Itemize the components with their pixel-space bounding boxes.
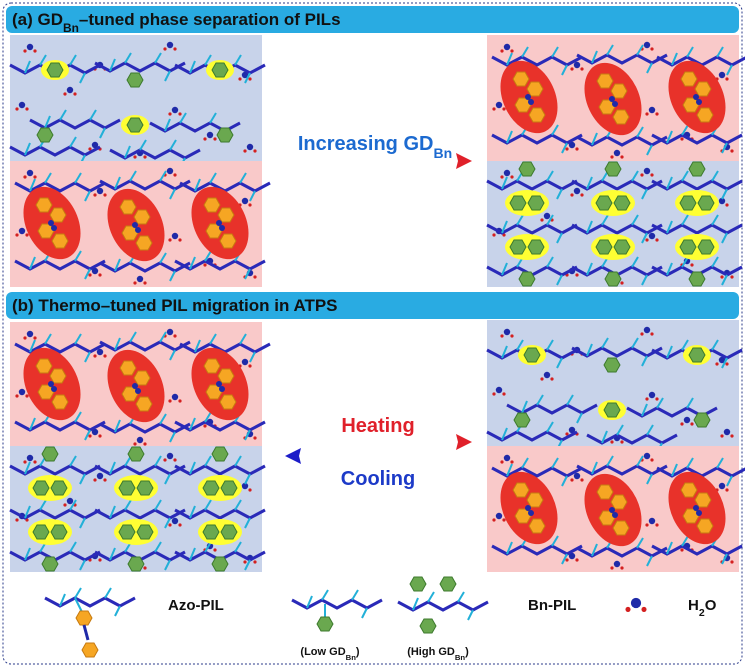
arrow-label: Increasing GDBn [298,133,452,161]
label-sub: Bn [455,653,466,662]
high-bn-phase [10,446,265,572]
azo-pil-icon [43,586,137,658]
azo-phase [10,322,270,448]
label-text: Increasing GD [298,133,434,155]
label-sub: 2 [699,607,705,619]
azo-phase [487,35,745,161]
legend-low: (Low GDBn) [300,646,359,662]
legend-high: (High GDBn) [407,646,469,662]
legend-bn: Bn-PIL [528,597,576,614]
legend-azo: Azo-PIL [168,597,224,614]
arrow [285,448,472,464]
title-text: –tuned phase separation of PILs [79,10,341,29]
label-text: (Low GD [300,646,345,658]
header-bar [6,6,739,33]
label-text: O [705,597,717,614]
label-sub: Bn [433,145,452,161]
label-text: ) [356,646,360,658]
title-text: (a) GD [12,10,63,29]
low-bn-icon [290,588,384,632]
high-bn-phase [487,161,742,287]
label-text: H [688,597,699,614]
heating-label: Heating [341,415,414,437]
arrow [285,153,472,169]
azo-phase [487,446,745,572]
header-bar [6,292,739,319]
panel-a-title: (a) GDBn–tuned phase separation of PILs [12,10,341,35]
label-sub: Bn [346,653,357,662]
label-text: (High GD [407,646,455,658]
legend-water: H2O [688,597,717,619]
panel-b-title: (b) Thermo–tuned PIL migration in ATPS [12,296,338,315]
low-bn-phase [487,320,742,453]
label-text: ) [465,646,469,658]
arrow [285,434,472,450]
cooling-label: Cooling [341,468,415,490]
azo-phase [10,161,270,287]
low-bn-phase [10,35,265,168]
title-sub: Bn [63,21,79,35]
